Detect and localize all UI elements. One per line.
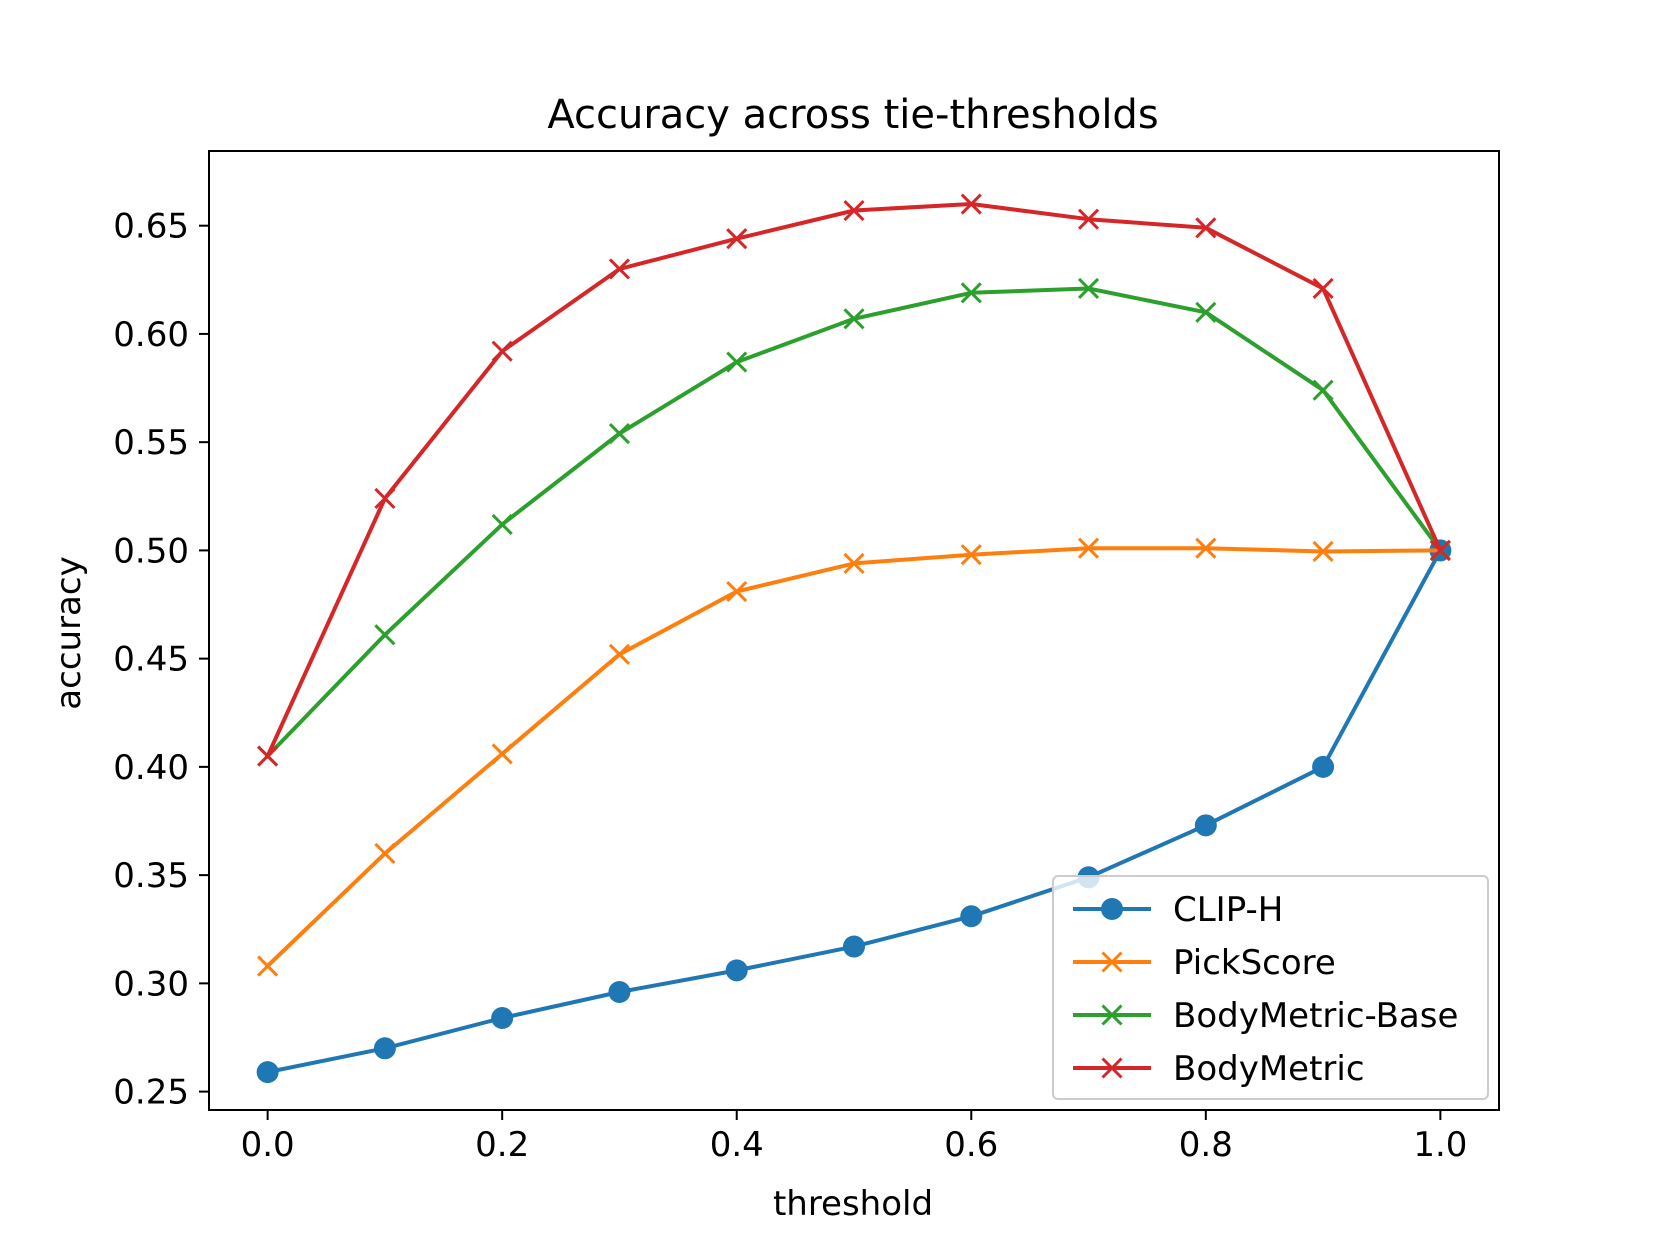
legend-item-bodymetric: BodyMetric <box>1073 1049 1365 1089</box>
data-point-bodymetric-base <box>960 282 982 304</box>
axes: 0.0 0.2 0.4 0.6 0.8 1.0 0.25 0.30 0.35 0.40 0.45 0.… <box>113 150 1500 1165</box>
data-point-bodymetric-base <box>1077 277 1100 300</box>
data-point-clip-h <box>960 905 983 928</box>
data-point-pickscore <box>843 552 865 574</box>
legend-item-clip-h: CLIP-H <box>1073 890 1283 930</box>
data-point-pickscore <box>374 842 396 865</box>
axes-frame <box>208 150 1500 1111</box>
legend-marker <box>1101 898 1123 920</box>
legend-marker <box>1101 1057 1123 1079</box>
data-point-bodymetric-base <box>374 624 396 646</box>
data-point-pickscore <box>726 580 748 603</box>
data-point-clip-h <box>608 981 631 1004</box>
x-tick-label: 0.8 <box>1179 1125 1233 1165</box>
data-point-clip-h <box>1312 755 1335 778</box>
y-tick-label: 0.60 <box>113 315 189 355</box>
y-tick-label: 0.65 <box>113 207 189 247</box>
x-tick-label: 0.0 <box>241 1125 295 1165</box>
data-point-clip-h <box>1194 814 1217 837</box>
data-point-bodymetric <box>1195 217 1217 239</box>
data-point-bodymetric-base <box>1312 379 1334 401</box>
legend-item-pickscore: PickScore <box>1073 943 1336 983</box>
data-point-clip-h <box>373 1037 396 1060</box>
data-point-bodymetric <box>1312 277 1334 300</box>
legend-label: CLIP-H <box>1173 890 1283 930</box>
data-point-pickscore <box>1312 540 1334 563</box>
data-point-clip-h <box>256 1061 279 1084</box>
data-point-bodymetric <box>374 487 396 510</box>
y-tick-label: 0.55 <box>113 423 189 463</box>
data-point-bodymetric <box>608 258 631 280</box>
chart-title: Accuracy across tie-thresholds <box>547 92 1158 138</box>
data-point-bodymetric <box>491 340 513 362</box>
legend-label: PickScore <box>1173 943 1336 983</box>
x-tick-label: 0.2 <box>475 1125 529 1165</box>
x-tick-label: 0.4 <box>710 1125 764 1165</box>
y-tick-label: 0.40 <box>113 748 189 788</box>
y-tick-label: 0.25 <box>113 1073 189 1113</box>
data-point-bodymetric-base <box>843 308 865 330</box>
legend-label: BodyMetric <box>1173 1049 1365 1089</box>
legend-label: BodyMetric-Base <box>1173 996 1458 1036</box>
data-point-bodymetric-base <box>491 513 513 535</box>
y-tick-label: 0.35 <box>113 856 189 896</box>
data-point-bodymetric <box>960 193 982 215</box>
series-bodymetric <box>257 193 1451 767</box>
data-point-bodymetric-base <box>608 422 631 445</box>
legend: CLIP-H PickScore BodyMetric-Base BodyMetric <box>1052 875 1489 1100</box>
data-point-bodymetric <box>1429 539 1451 561</box>
series-clip-h <box>256 539 1452 1084</box>
data-point-clip-h <box>491 1006 514 1029</box>
legend-marker <box>1101 1004 1123 1026</box>
data-point-bodymetric <box>257 745 279 767</box>
x-tick-label: 1.0 <box>1413 1125 1467 1165</box>
data-point-clip-h <box>843 935 865 958</box>
y-tick-label: 0.30 <box>113 964 189 1004</box>
data-point-bodymetric-base <box>1195 301 1217 323</box>
data-point-clip-h <box>725 959 748 982</box>
data-point-bodymetric <box>1077 208 1100 230</box>
data-point-pickscore <box>1195 537 1217 559</box>
data-point-pickscore <box>608 643 631 665</box>
data-point-bodymetric-base <box>726 351 748 373</box>
legend-item-bodymetric-base: BodyMetric-Base <box>1073 996 1458 1036</box>
data-point-pickscore <box>491 743 513 765</box>
x-axis-label: threshold <box>773 1184 933 1224</box>
data-point-bodymetric <box>726 228 748 250</box>
data-point-pickscore <box>960 544 982 566</box>
data-point-bodymetric <box>843 199 865 222</box>
y-axis-label: accuracy <box>49 556 89 709</box>
data-point-pickscore <box>257 955 279 977</box>
y-tick-label: 0.45 <box>113 640 189 680</box>
y-tick-label: 0.50 <box>113 531 189 571</box>
legend-marker <box>1101 951 1123 973</box>
data-point-pickscore <box>1077 537 1100 559</box>
legend-box <box>1052 875 1489 1100</box>
x-tick-label: 0.6 <box>944 1125 998 1165</box>
plot-area <box>256 193 1452 1084</box>
